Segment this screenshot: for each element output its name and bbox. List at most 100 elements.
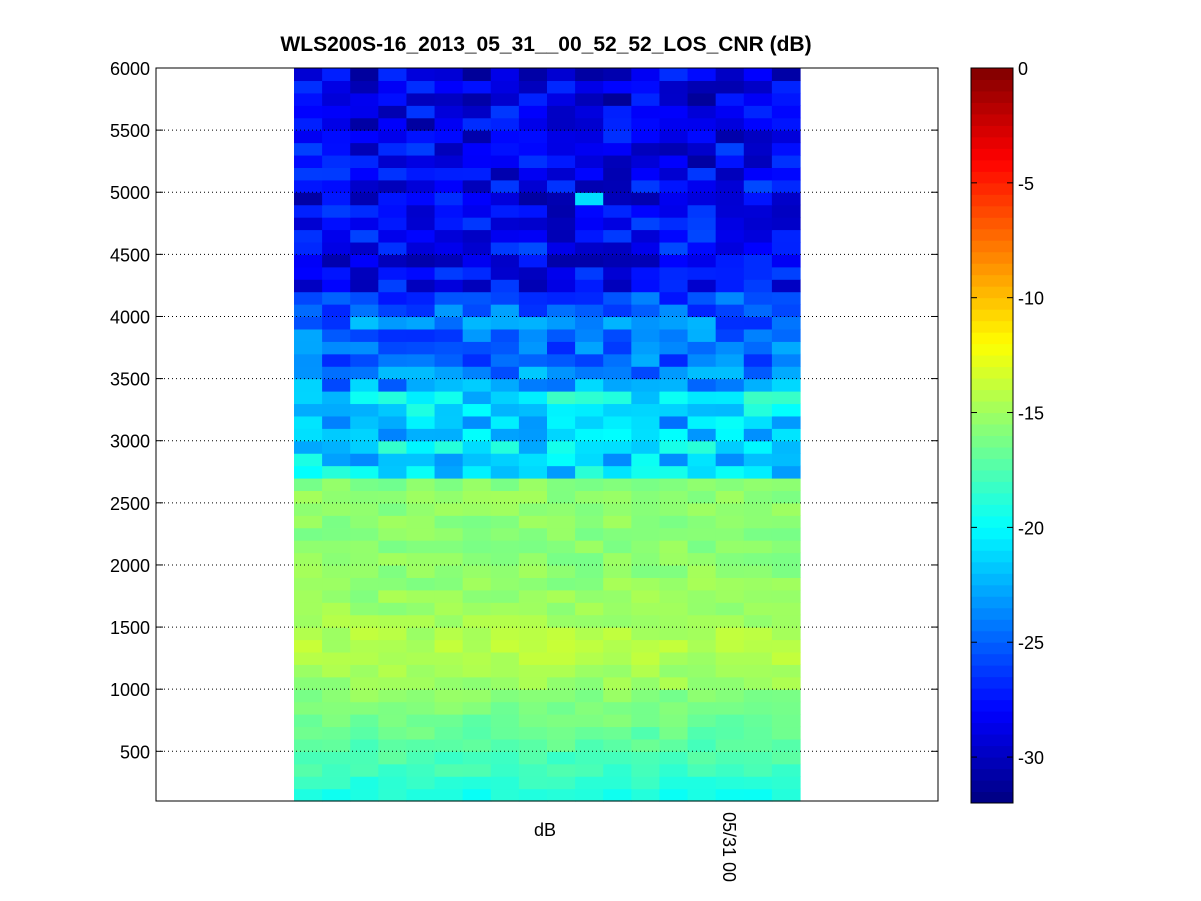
heatmap-cell <box>518 552 548 566</box>
heatmap-cell <box>322 316 351 330</box>
heatmap-cell <box>406 403 436 417</box>
heatmap-cell <box>603 714 632 728</box>
heatmap-cell <box>462 204 492 218</box>
heatmap-cell <box>547 540 576 554</box>
heatmap-cell <box>603 192 632 206</box>
heatmap-cell <box>434 763 464 777</box>
heatmap-cell <box>294 428 323 442</box>
heatmap-cell <box>322 738 351 752</box>
heatmap-cell <box>687 291 717 305</box>
heatmap-cell <box>603 328 632 342</box>
heatmap-cell <box>631 279 661 293</box>
heatmap-cell <box>434 428 464 442</box>
heatmap-cell <box>434 366 464 380</box>
heatmap-cell <box>294 502 323 516</box>
heatmap-cell <box>659 564 689 578</box>
heatmap-cell <box>687 751 717 765</box>
heatmap-cell <box>603 229 632 243</box>
heatmap-cell <box>631 651 661 665</box>
heatmap-cell <box>603 341 632 355</box>
heatmap-cell <box>518 117 548 131</box>
heatmap-cell <box>631 527 661 541</box>
heatmap-cell <box>631 179 661 193</box>
heatmap-cell <box>771 527 801 541</box>
heatmap-cell <box>771 602 801 616</box>
heatmap-cell <box>294 714 323 728</box>
heatmap-cell <box>490 602 520 616</box>
heatmap-cell <box>350 639 379 653</box>
heatmap-cell <box>547 465 576 479</box>
heatmap-cell <box>575 316 604 330</box>
heatmap-cell <box>378 651 408 665</box>
colorbar-band <box>971 205 1013 218</box>
heatmap-cell <box>687 328 717 342</box>
y-tick-label: 1000 <box>110 680 150 700</box>
heatmap-cell <box>743 552 773 566</box>
heatmap-cell <box>378 502 408 516</box>
heatmap-cell <box>603 564 632 578</box>
heatmap-cell <box>378 167 408 181</box>
heatmap-cell <box>603 689 632 703</box>
heatmap-cell <box>434 627 464 641</box>
heatmap-cell <box>603 726 632 740</box>
heatmap-cell <box>603 105 632 119</box>
heatmap-cell <box>603 763 632 777</box>
heatmap-cell <box>518 92 548 106</box>
heatmap-cell <box>518 428 548 442</box>
heatmap-cell <box>631 664 661 678</box>
heatmap-cell <box>322 577 351 591</box>
heatmap-cell <box>462 68 492 82</box>
heatmap-cell <box>575 241 604 255</box>
heatmap-cell <box>350 726 379 740</box>
heatmap-cell <box>575 117 604 131</box>
heatmap-cell <box>490 726 520 740</box>
heatmap-cell <box>743 142 773 156</box>
heatmap-cell <box>687 154 717 168</box>
heatmap-cell <box>547 353 576 367</box>
heatmap-cell <box>659 117 689 131</box>
heatmap-cell <box>350 341 379 355</box>
heatmap-cell <box>771 440 801 454</box>
heatmap-cell <box>462 726 492 740</box>
heatmap-cell <box>322 602 351 616</box>
heatmap-cell <box>659 204 689 218</box>
heatmap-cell <box>575 328 604 342</box>
heatmap-cell <box>518 440 548 454</box>
heatmap-cell <box>518 316 548 330</box>
heatmap-cell <box>406 266 436 280</box>
heatmap-cell <box>715 92 745 106</box>
heatmap-cell <box>631 117 661 131</box>
heatmap-cell <box>631 254 661 268</box>
heatmap-cell <box>631 738 661 752</box>
heatmap-cell <box>378 204 408 218</box>
heatmap-cell <box>406 788 436 802</box>
heatmap-cell <box>659 80 689 94</box>
heatmap-cell <box>631 291 661 305</box>
heatmap-cell <box>603 453 632 467</box>
heatmap-cell <box>294 217 323 231</box>
heatmap-cell <box>378 552 408 566</box>
heatmap-cell <box>631 714 661 728</box>
heatmap-cell <box>350 266 379 280</box>
heatmap-cell <box>350 391 379 405</box>
heatmap-cell <box>575 92 604 106</box>
x-axis-label: dB <box>534 820 556 840</box>
heatmap-cell <box>322 664 351 678</box>
heatmap-cell <box>322 465 351 479</box>
heatmap-cell <box>575 192 604 206</box>
heatmap-cell <box>575 68 604 82</box>
heatmap-cell <box>434 602 464 616</box>
heatmap-cell <box>322 689 351 703</box>
heatmap-cell <box>715 241 745 255</box>
heatmap-cell <box>518 589 548 603</box>
heatmap-cell <box>547 751 576 765</box>
heatmap-cell <box>490 391 520 405</box>
colorbar-band <box>971 251 1013 264</box>
heatmap-cell <box>687 689 717 703</box>
heatmap-cell <box>603 776 632 790</box>
heatmap-cell <box>378 92 408 106</box>
heatmap-cell <box>518 564 548 578</box>
heatmap-cell <box>771 167 801 181</box>
heatmap-cell <box>659 378 689 392</box>
